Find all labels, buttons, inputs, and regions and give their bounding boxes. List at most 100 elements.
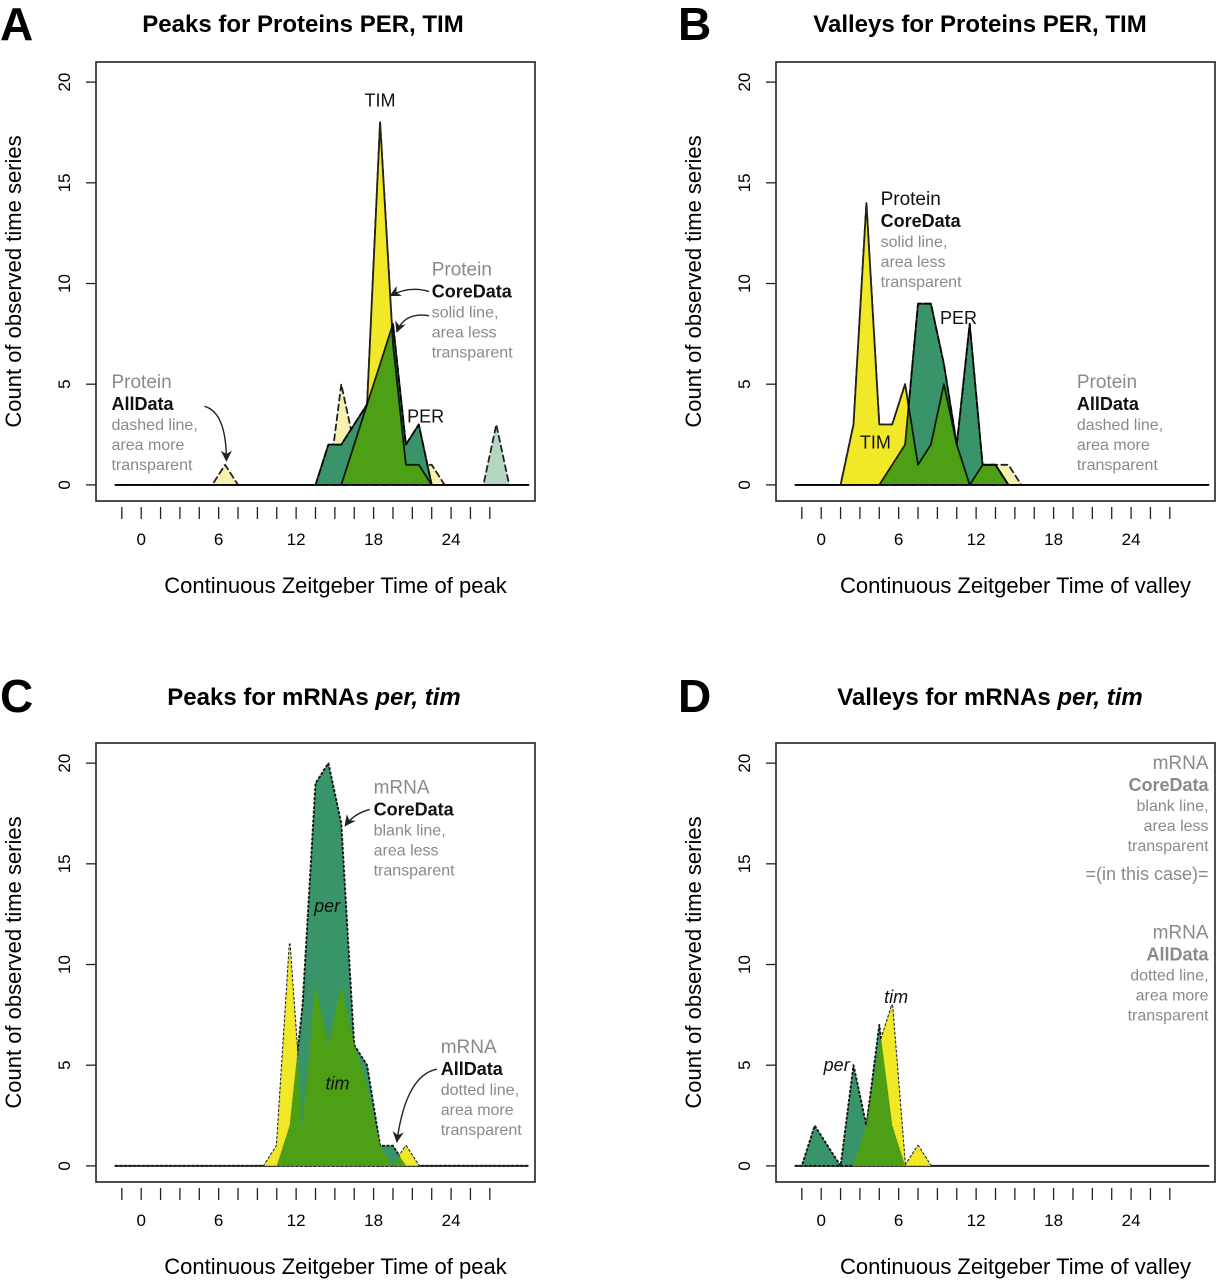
annotation-line: transparent (432, 344, 513, 361)
y-tick-label: 15 (735, 854, 754, 873)
annotation-line: transparent (1077, 457, 1158, 474)
plot-area: 0 5 10 15 20 Count of observed time series 0 6 1… (1, 61, 536, 598)
annotation-line: transparent (374, 862, 455, 879)
plot-area: 0 5 10 15 20 Count of observed time series 0 6 1… (681, 742, 1216, 1279)
x-tick-label: 0 (816, 1211, 825, 1230)
y-tick-label: 5 (735, 379, 754, 388)
annotation-line: transparent (1128, 1007, 1209, 1024)
x-tick-label: 18 (1044, 1211, 1063, 1230)
y-tick-label: 10 (55, 955, 74, 974)
y-tick-label: 20 (735, 73, 754, 92)
x-tick-label: 0 (136, 1211, 145, 1230)
annotation-line: area less (881, 254, 946, 271)
y-tick-label: 20 (735, 754, 754, 773)
chart-title: Valleys for mRNAs per, tim (837, 684, 1142, 711)
annotation-arrow (392, 1068, 438, 1143)
annotation-line: AllData (111, 394, 174, 414)
overlap-tint (795, 203, 1209, 485)
x-tick-label: 0 (136, 530, 145, 549)
y-tick-label: 0 (55, 480, 74, 489)
y-tick-label: 20 (55, 73, 74, 92)
annotation-line: TIM (860, 433, 891, 453)
panel-b: B Valleys for Proteins PER, TIM 0 5 10 15 20… (678, 0, 1216, 598)
annotation-line: transparent (881, 274, 962, 291)
plot-frame (775, 742, 1216, 1183)
plot-frame (775, 61, 1216, 502)
annotation-alldata-note: Protein AllData dashed line, area more trans… (1077, 372, 1163, 474)
y-axis-label: Count of observed time series (681, 816, 706, 1108)
overlap-tint (795, 1004, 1209, 1166)
annotation-alldata-note: mRNA AllData dotted line, area more transpar… (1128, 922, 1210, 1024)
annotation-line: area more (441, 1102, 514, 1119)
x-tick-label: 24 (1122, 530, 1141, 549)
annotation-line: area less (1144, 818, 1209, 835)
panel-a: A Peaks for Proteins PER, TIM 0 5 10 15 20 Co… (0, 0, 536, 598)
annotation-line: blank line, (1136, 798, 1208, 815)
plot-area: 0 5 10 15 20 Count of observed time series 0 6 1… (681, 61, 1216, 598)
annotation-line: tim (884, 987, 908, 1007)
annotation-line: CoreData (881, 211, 962, 231)
y-axis-label: Count of observed time series (1, 816, 26, 1108)
chart-title-italic: per, tim (1056, 684, 1142, 711)
x-tick-label: 24 (1122, 1211, 1141, 1230)
chart-title-main: Valleys for Proteins PER, TIM (813, 11, 1146, 38)
annotation-line: mRNA (1153, 753, 1209, 774)
annotation-series-label-per: per (823, 1055, 851, 1075)
annotation-coredata-note: Protein CoreData solid line, area less trans… (881, 189, 962, 291)
y-tick-label: 10 (735, 955, 754, 974)
annotation-line: tim (325, 1073, 349, 1093)
x-tick-label: 12 (287, 530, 306, 549)
annotation-line: area less (432, 324, 497, 341)
y-tick-label: 5 (55, 379, 74, 388)
annotation-line: transparent (111, 457, 192, 474)
annotation-line: Protein (881, 189, 941, 210)
annotation-series-label-per: per (313, 896, 341, 916)
plot-frame (95, 742, 536, 1183)
y-tick-label: 10 (735, 274, 754, 293)
chart-title-main: Valleys for mRNAs (837, 684, 1057, 711)
annotation-line: Protein (111, 372, 171, 393)
x-tick-label: 0 (816, 530, 825, 549)
y-tick-label: 0 (735, 480, 754, 489)
annotation-series-label-tim: tim (325, 1073, 349, 1093)
series-area-per-alldata (114, 322, 530, 486)
y-tick-label: 5 (55, 1060, 74, 1069)
annotation-line: blank line, (374, 822, 446, 839)
chart-title: Peaks for mRNAs per, tim (167, 684, 460, 711)
series-area-per-coredata (795, 1024, 1209, 1166)
annotation-line: mRNA (441, 1037, 497, 1058)
x-tick-label: 6 (894, 1211, 903, 1230)
y-tick-label: 10 (55, 274, 74, 293)
x-axis-label: Continuous Zeitgeber Time of valley (840, 573, 1191, 598)
x-tick-label: 24 (442, 1211, 461, 1230)
annotation-line: mRNA (1153, 922, 1209, 943)
panel-letter: D (678, 670, 711, 722)
annotation-line: per (313, 896, 341, 916)
x-tick-label: 24 (442, 530, 461, 549)
annotation-alldata-note: Protein AllData dashed line, area more trans… (111, 372, 197, 474)
annotation-line: area more (1077, 437, 1150, 454)
x-axis-label: Continuous Zeitgeber Time of peak (164, 1254, 507, 1279)
chart-title: Valleys for Proteins PER, TIM (813, 11, 1146, 38)
chart-title: Peaks for Proteins PER, TIM (142, 11, 463, 38)
annotation-line: solid line, (881, 234, 948, 251)
annotation-coredata-note: mRNA CoreData blank line, area less transpar… (1128, 753, 1210, 855)
annotation-line: CoreData (1129, 775, 1210, 795)
annotation-series-label-tim: TIM (365, 90, 396, 110)
annotation-equivalence-note: =(in this case)= (1085, 864, 1208, 884)
annotation-line: transparent (1128, 838, 1209, 855)
y-tick-label: 15 (735, 173, 754, 192)
x-axis-label: Continuous Zeitgeber Time of peak (164, 573, 507, 598)
annotation-line: dotted line, (441, 1082, 519, 1099)
annotation-line: TIM (365, 90, 396, 110)
plot-area: 0 5 10 15 20 Count of observed time series 0 6 1… (1, 742, 536, 1279)
x-axis-label: Continuous Zeitgeber Time of valley (840, 1254, 1191, 1279)
x-tick-label: 6 (214, 530, 223, 549)
plot-frame (95, 61, 536, 502)
y-tick-label: 20 (55, 754, 74, 773)
y-tick-label: 15 (55, 173, 74, 192)
annotation-line: Protein (432, 259, 492, 280)
annotation-line: AllData (1077, 394, 1140, 414)
annotation-line: area more (1136, 987, 1209, 1004)
